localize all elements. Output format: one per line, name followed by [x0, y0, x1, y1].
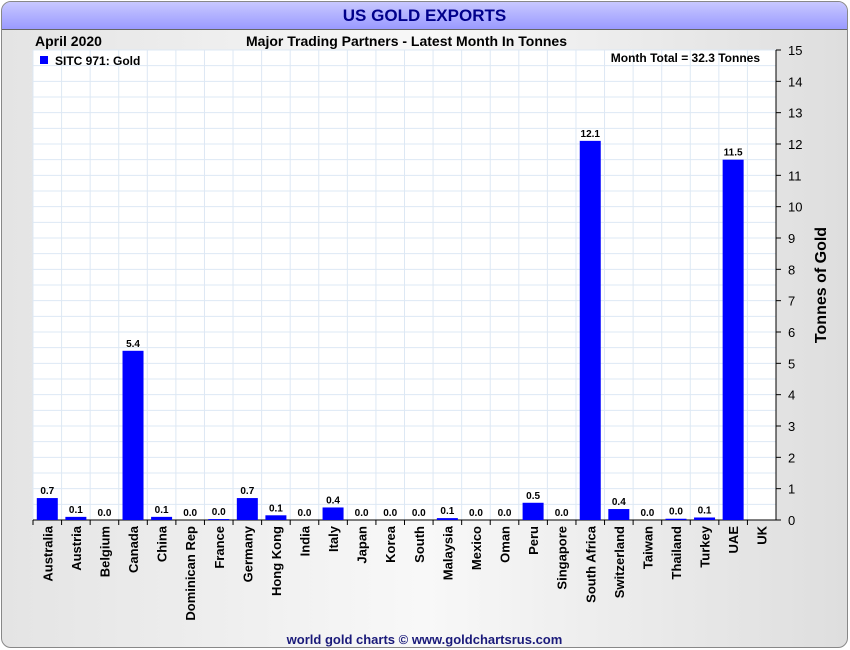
- bar-france: [208, 519, 230, 520]
- data-label: 11.5: [724, 148, 743, 159]
- data-label: 0.0: [183, 508, 197, 519]
- y-tick-label: 12: [788, 137, 802, 152]
- y-tick-label: 2: [788, 450, 795, 465]
- x-tick-label: Oman: [498, 526, 513, 563]
- legend-swatch: [40, 56, 48, 64]
- x-tick-label: South: [412, 526, 427, 563]
- x-tick-label: South Africa: [583, 525, 598, 603]
- chart-subtitle: Major Trading Partners - Latest Month In…: [246, 33, 567, 49]
- y-tick-label: 0: [788, 513, 795, 528]
- data-label: 0.0: [412, 508, 426, 519]
- data-label: 0.0: [469, 508, 483, 519]
- bar-uae: [722, 159, 744, 520]
- bar-australia: [36, 498, 58, 520]
- bar-peru: [522, 502, 544, 520]
- x-tick-label: UAE: [726, 526, 741, 554]
- x-tick-label: Switzerland: [612, 526, 627, 598]
- bar-germany: [236, 498, 258, 520]
- y-tick-label: 1: [788, 482, 795, 497]
- data-label: 0.0: [640, 508, 654, 519]
- x-tick-label: Hong Kong: [269, 526, 284, 596]
- chart-title: US GOLD EXPORTS: [2, 2, 847, 30]
- bar-malaysia: [436, 518, 458, 520]
- x-tick-label: Mexico: [469, 526, 484, 570]
- data-label: 0.0: [355, 508, 369, 519]
- y-axis-title: Tonnes of Gold: [813, 227, 830, 343]
- footer-credit: world gold charts © www.goldchartsrus.co…: [286, 632, 563, 647]
- y-tick-label: 15: [788, 43, 802, 58]
- data-label: 0.0: [97, 508, 111, 519]
- bar-hong-kong: [265, 515, 287, 520]
- data-label: 0.4: [612, 497, 626, 508]
- x-tick-label: Italy: [326, 525, 341, 552]
- y-tick-label: 3: [788, 419, 795, 434]
- x-tick-label: Japan: [355, 526, 370, 564]
- bar-italy: [322, 507, 344, 520]
- y-tick-label: 9: [788, 231, 795, 246]
- y-tick-label: 7: [788, 294, 795, 309]
- x-tick-label: Dominican Rep: [183, 526, 198, 621]
- y-tick-label: 6: [788, 325, 795, 340]
- data-label: 0.0: [498, 508, 512, 519]
- y-tick-label: 11: [788, 168, 802, 183]
- data-label: 0.0: [555, 508, 569, 519]
- data-label: 0.0: [669, 507, 683, 518]
- data-label: 0.1: [440, 506, 454, 517]
- x-tick-label: France: [212, 526, 227, 569]
- y-tick-label: 13: [788, 106, 802, 121]
- y-tick-label: 8: [788, 262, 795, 277]
- bar-thailand: [665, 518, 687, 520]
- x-tick-label: Turkey: [698, 525, 713, 567]
- data-label: 0.0: [298, 508, 312, 519]
- data-label: 12.1: [581, 129, 601, 140]
- data-label: 0.1: [69, 505, 83, 516]
- x-tick-label: Korea: [383, 525, 398, 563]
- x-tick-label: India: [297, 525, 312, 556]
- data-label: 0.4: [326, 495, 340, 506]
- data-label: 0.1: [269, 503, 283, 514]
- bar-south-africa: [579, 140, 601, 520]
- x-tick-label: Malaysia: [440, 525, 455, 580]
- month-total-annotation: Month Total = 32.3 Tonnes: [611, 51, 761, 65]
- data-label: 0.5: [526, 491, 540, 502]
- y-tick-label: 10: [788, 200, 802, 215]
- data-label: 0.7: [240, 486, 254, 497]
- y-tick-label: 5: [788, 356, 795, 371]
- data-label: 5.4: [126, 339, 140, 350]
- bar-china: [151, 516, 173, 520]
- data-label: 0.7: [40, 486, 54, 497]
- x-tick-label: Belgium: [97, 526, 112, 577]
- bar-turkey: [694, 517, 716, 520]
- legend-label: SITC 971: Gold: [55, 54, 140, 68]
- x-tick-label: Singapore: [555, 526, 570, 590]
- bar-canada: [122, 350, 144, 520]
- x-tick-label: Austria: [69, 525, 84, 571]
- x-tick-label: Australia: [40, 525, 55, 581]
- bar-austria: [65, 516, 87, 520]
- x-tick-label: Germany: [240, 525, 255, 582]
- data-label: 0.1: [698, 505, 712, 516]
- y-tick-label: 14: [788, 74, 802, 89]
- x-tick-label: Peru: [526, 526, 541, 555]
- data-label: 0.1: [155, 505, 169, 516]
- x-tick-label: China: [155, 525, 170, 562]
- data-label: 0.0: [383, 508, 397, 519]
- x-tick-label: Canada: [126, 525, 141, 573]
- period-label: April 2020: [35, 33, 102, 49]
- bar-switzerland: [608, 509, 630, 520]
- x-tick-label: Thailand: [669, 526, 684, 580]
- x-tick-label: Taiwan: [640, 526, 655, 569]
- x-tick-label: UK: [755, 525, 770, 544]
- y-tick-label: 4: [788, 388, 795, 403]
- data-label: 0.0: [212, 507, 226, 518]
